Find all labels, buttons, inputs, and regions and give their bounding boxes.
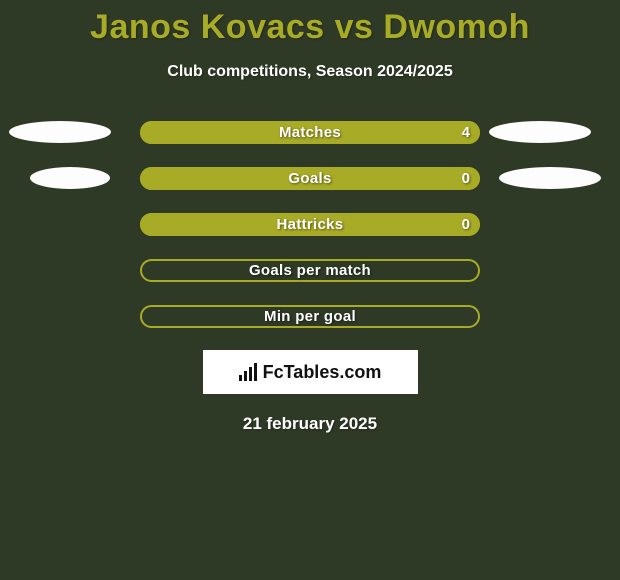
stat-label: Min per goal xyxy=(140,305,480,328)
stat-label: Matches xyxy=(140,121,480,144)
right-ellipse xyxy=(489,121,591,143)
bar-chart-icon xyxy=(239,363,257,381)
stat-value: 0 xyxy=(462,213,470,236)
stat-label: Goals xyxy=(140,167,480,190)
stat-bar: Goals per match xyxy=(140,259,480,282)
stat-label: Goals per match xyxy=(140,259,480,282)
stat-rows: Matches4Goals0Hattricks0Goals per matchM… xyxy=(0,121,620,328)
stat-bar: Goals0 xyxy=(140,167,480,190)
stat-row: Goals per match xyxy=(0,259,620,282)
stat-row: Matches4 xyxy=(0,121,620,144)
stat-row: Hattricks0 xyxy=(0,213,620,236)
left-ellipse xyxy=(30,167,110,189)
page-title: Janos Kovacs vs Dwomoh xyxy=(0,0,620,47)
stat-bar: Min per goal xyxy=(140,305,480,328)
stat-row: Goals0 xyxy=(0,167,620,190)
left-ellipse xyxy=(9,121,111,143)
stat-value: 0 xyxy=(462,167,470,190)
stat-value: 4 xyxy=(462,121,470,144)
stat-bar: Hattricks0 xyxy=(140,213,480,236)
logo-box: FcTables.com xyxy=(203,350,418,394)
stat-row: Min per goal xyxy=(0,305,620,328)
subtitle: Club competitions, Season 2024/2025 xyxy=(0,63,620,81)
stat-label: Hattricks xyxy=(140,213,480,236)
date-text: 21 february 2025 xyxy=(0,414,620,434)
logo-text: FcTables.com xyxy=(263,362,382,383)
right-ellipse xyxy=(499,167,601,189)
stat-bar: Matches4 xyxy=(140,121,480,144)
